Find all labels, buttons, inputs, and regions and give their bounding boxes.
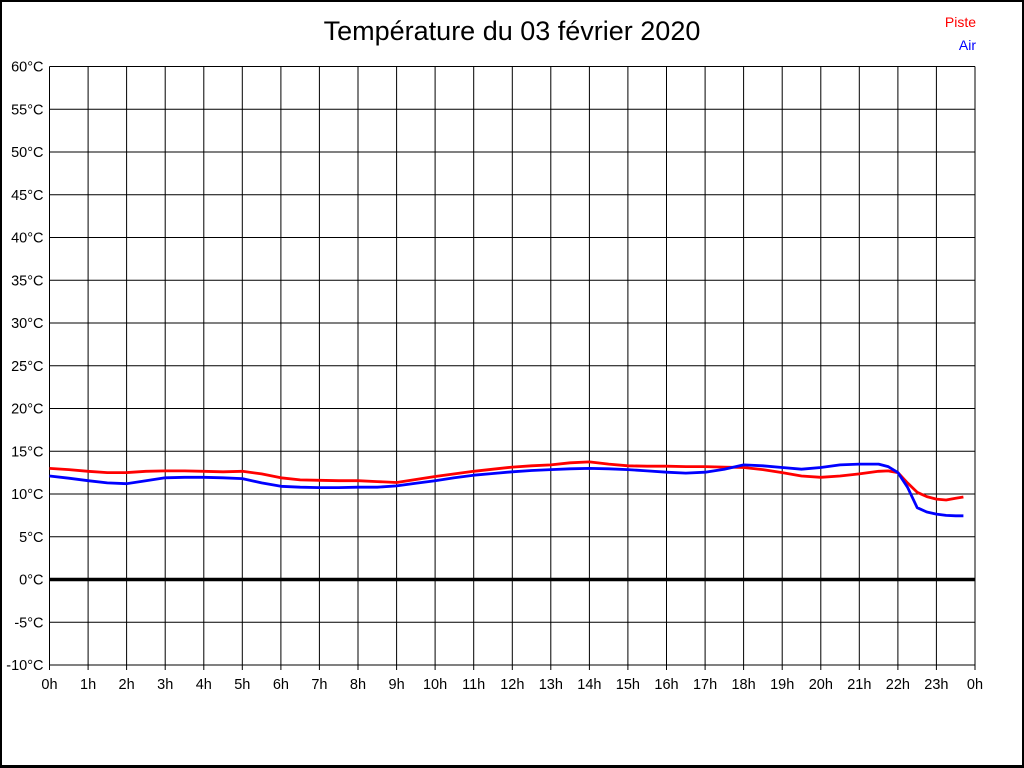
x-axis-tick-label: 6h [273, 677, 289, 693]
y-axis-tick-label: 15°C [11, 444, 43, 460]
x-axis-tick-label: 0h [967, 677, 983, 693]
x-axis-tick-label: 11h [462, 677, 485, 693]
x-axis-tick-label: 16h [654, 677, 678, 693]
x-axis-tick-label: 10h [423, 677, 447, 693]
x-axis-tick-label: 18h [731, 677, 755, 693]
x-axis-tick-label: 7h [311, 677, 327, 693]
x-axis-tick-label: 0h [41, 677, 57, 693]
x-axis-tick-label: 23h [924, 677, 948, 693]
y-axis-tick-label: 30°C [11, 316, 43, 332]
x-axis-tick-label: 4h [196, 677, 212, 693]
y-axis-tick-label: 35°C [11, 273, 43, 289]
x-axis-tick-label: 5h [234, 677, 250, 693]
y-axis-tick-label: 25°C [11, 359, 43, 375]
x-axis-tick-label: 22h [886, 677, 910, 693]
y-axis-tick-label: 40°C [11, 231, 43, 247]
x-axis-tick-label: 17h [693, 677, 717, 693]
series-line-piste [49, 460, 964, 502]
legend-label-air: Air [958, 37, 976, 53]
y-axis-tick-label: 55°C [11, 102, 43, 118]
y-axis-tick-label: 45°C [11, 188, 43, 204]
x-axis-tick-label: 15h [616, 677, 640, 693]
y-axis-tick-label: -10°C [6, 658, 43, 674]
x-axis-tick-label: 9h [389, 677, 405, 693]
y-axis-tick-label: 50°C [11, 145, 43, 161]
x-axis-tick-label: 3h [157, 677, 173, 693]
x-axis-tick-label: 8h [350, 677, 366, 693]
y-axis-tick-label: 10°C [11, 487, 43, 503]
x-axis-tick-label: 1h [80, 677, 96, 693]
legend-item-air: Air [945, 34, 976, 57]
legend-item-piste: Piste [945, 11, 976, 34]
x-axis-tick-label: 2h [119, 677, 135, 693]
legend-label-piste: Piste [944, 14, 976, 30]
y-axis-tick-label: 5°C [19, 530, 43, 546]
y-axis-tick-label: 20°C [11, 402, 43, 418]
x-axis-tick-label: 14h [577, 677, 601, 693]
y-axis-tick-label: 60°C [11, 60, 43, 76]
chart-title: Température du 03 février 2020 [323, 16, 701, 46]
x-axis-tick-label: 12h [500, 677, 524, 693]
y-axis-tick-label: 0°C [19, 573, 43, 589]
series-line-air [49, 462, 964, 518]
x-axis-tick-label: 20h [809, 677, 833, 693]
x-axis-tick-label: 13h [539, 677, 563, 693]
chart-legend: Piste Air [945, 11, 976, 57]
x-axis-tick-label: 21h [847, 677, 871, 693]
y-axis-tick-label: -5°C [14, 615, 43, 631]
x-axis-tick-label: 19h [770, 677, 794, 693]
